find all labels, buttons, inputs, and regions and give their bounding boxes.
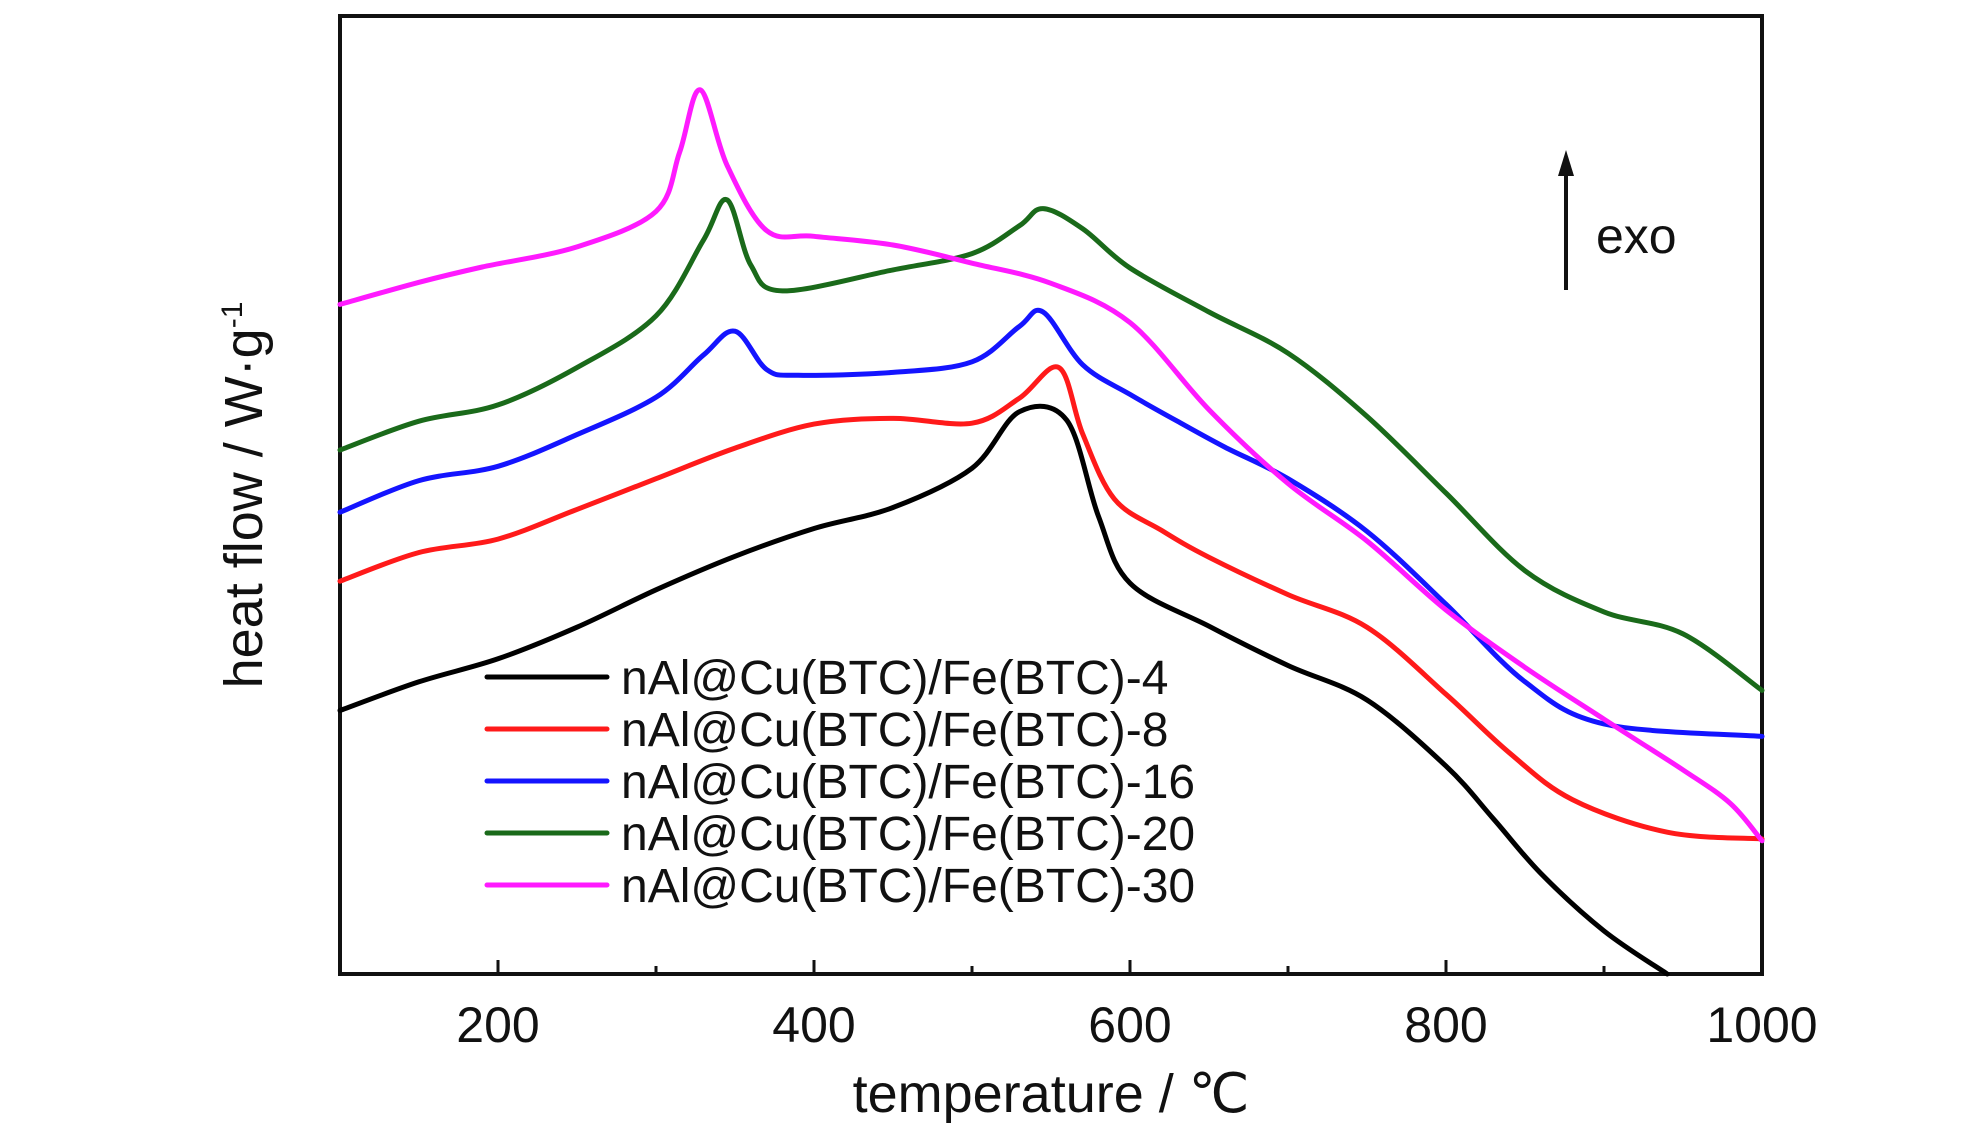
series-line-4 <box>337 197 1765 693</box>
legend-label: nAl@Cu(BTC)/Fe(BTC)-30 <box>621 860 1195 913</box>
legend-label: nAl@Cu(BTC)/Fe(BTC)-20 <box>621 808 1195 861</box>
x-tick-label: 1000 <box>1706 997 1817 1053</box>
legend: nAl@Cu(BTC)/Fe(BTC)-4nAl@Cu(BTC)/Fe(BTC)… <box>484 652 1195 913</box>
series-line-2 <box>337 364 1765 842</box>
series-line-3 <box>337 307 1765 739</box>
y-axis-title-main: heat flow / W·g <box>214 328 274 688</box>
x-tick-label: 600 <box>1088 997 1171 1053</box>
y-axis-title: heat flow / W·g-1 <box>214 302 274 689</box>
exo-annotation: exo <box>1558 150 1677 290</box>
x-tick-label: 800 <box>1404 997 1487 1053</box>
x-axis-title: temperature / ℃ <box>853 1064 1250 1124</box>
series-layer <box>337 87 1765 977</box>
plot-frame <box>338 14 1764 976</box>
legend-label: nAl@Cu(BTC)/Fe(BTC)-16 <box>621 756 1195 809</box>
exo-label: exo <box>1596 208 1677 264</box>
y-axis-title-superscript: -1 <box>216 302 249 329</box>
x-tick-label: 200 <box>456 997 539 1053</box>
x-axis-ticks: 200 400 600 800 1000 <box>456 960 1818 1053</box>
x-tick-label: 400 <box>772 997 855 1053</box>
series-line-5 <box>337 87 1765 844</box>
legend-label: nAl@Cu(BTC)/Fe(BTC)-4 <box>621 652 1168 705</box>
series-line-1 <box>337 403 1670 977</box>
exo-arrow-head-icon <box>1558 150 1574 176</box>
legend-label: nAl@Cu(BTC)/Fe(BTC)-8 <box>621 704 1168 757</box>
